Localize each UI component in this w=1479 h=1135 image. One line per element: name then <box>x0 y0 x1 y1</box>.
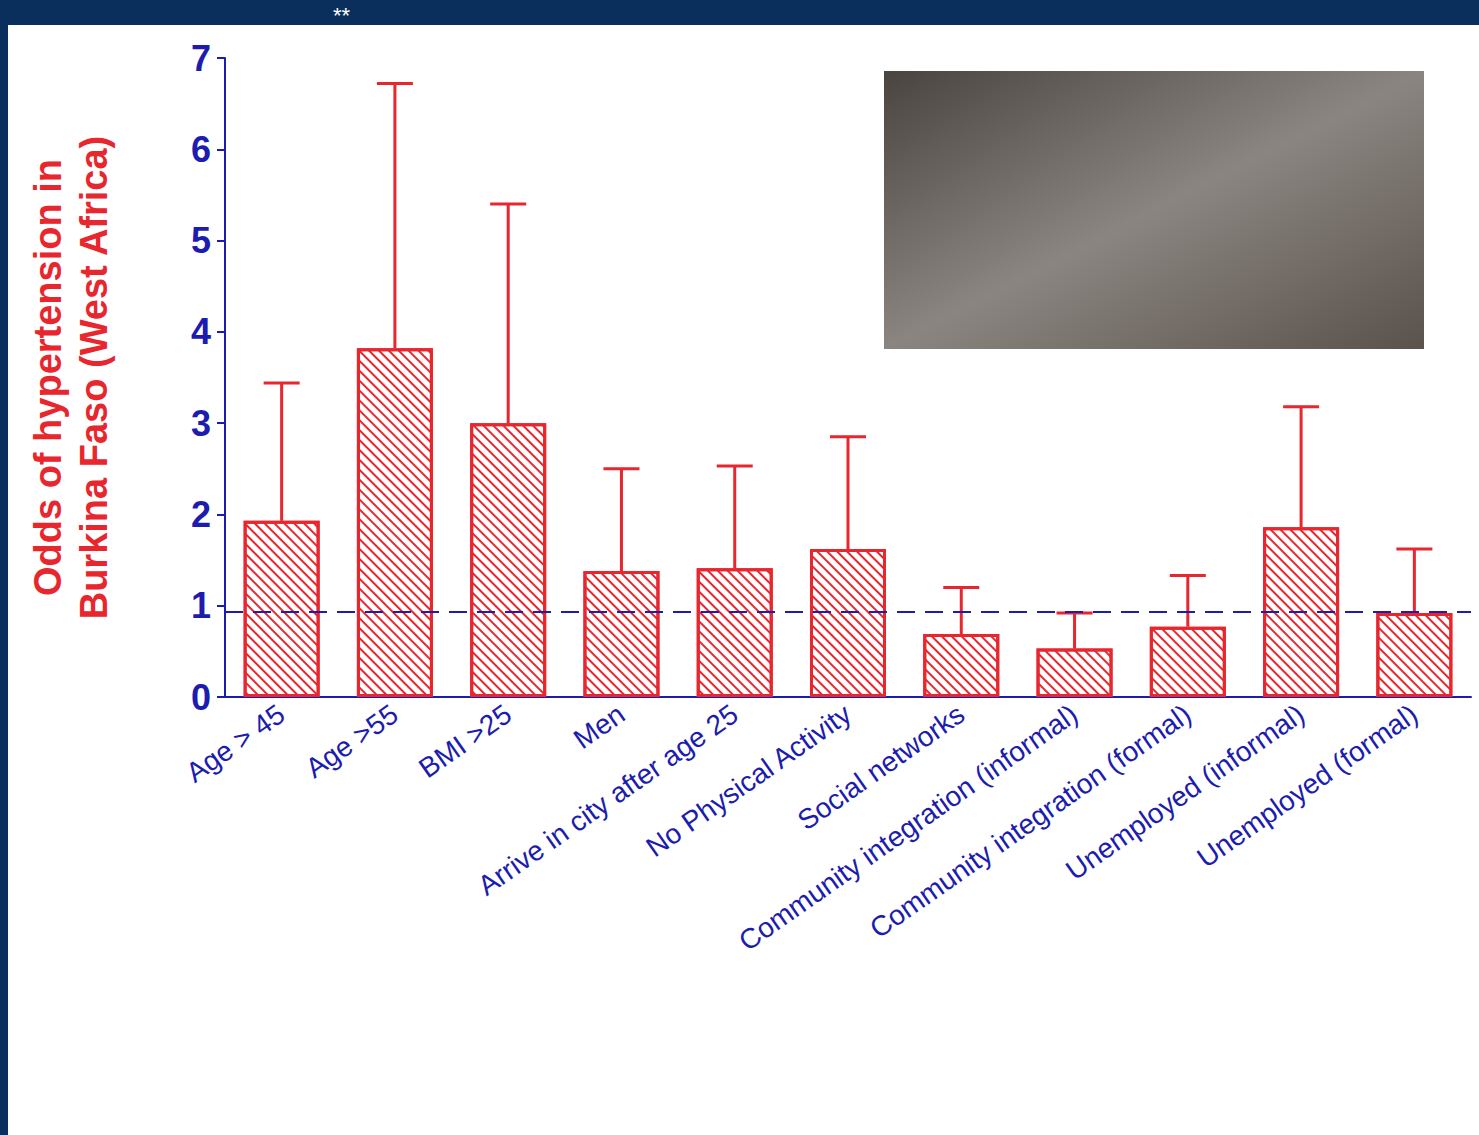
svg-text:1: 1 <box>191 585 211 626</box>
svg-text:Social networks: Social networks <box>791 698 971 837</box>
svg-text:7: 7 <box>191 38 211 79</box>
svg-text:**: ** <box>333 3 351 28</box>
svg-text:Men: Men <box>568 698 630 755</box>
svg-text:Unemployed (informal): Unemployed (informal) <box>1060 698 1310 887</box>
svg-text:6: 6 <box>191 129 211 170</box>
svg-text:Unemployed (formal): Unemployed (formal) <box>1191 698 1423 873</box>
svg-text:Age >55: Age >55 <box>300 698 404 784</box>
svg-text:4: 4 <box>191 311 211 352</box>
svg-text:Community integration (informa: Community integration (informal) <box>733 698 1084 957</box>
svg-text:Age > 45: Age > 45 <box>180 698 290 788</box>
svg-text:Arrive in city after age 25: Arrive in city after age 25 <box>472 698 744 902</box>
svg-text:0: 0 <box>191 677 211 718</box>
svg-text:5: 5 <box>191 220 211 261</box>
svg-text:Burkina Faso (West Africa): Burkina Faso (West Africa) <box>73 136 115 620</box>
svg-text:Odds of hypertension in: Odds of hypertension in <box>27 159 69 596</box>
svg-text:BMI >25: BMI >25 <box>413 698 517 784</box>
svg-text:2: 2 <box>191 494 211 535</box>
svg-text:Community integration (formal): Community integration (formal) <box>864 698 1197 945</box>
svg-text:No Physical Activity: No Physical Activity <box>640 698 857 863</box>
svg-text:3: 3 <box>191 403 211 444</box>
